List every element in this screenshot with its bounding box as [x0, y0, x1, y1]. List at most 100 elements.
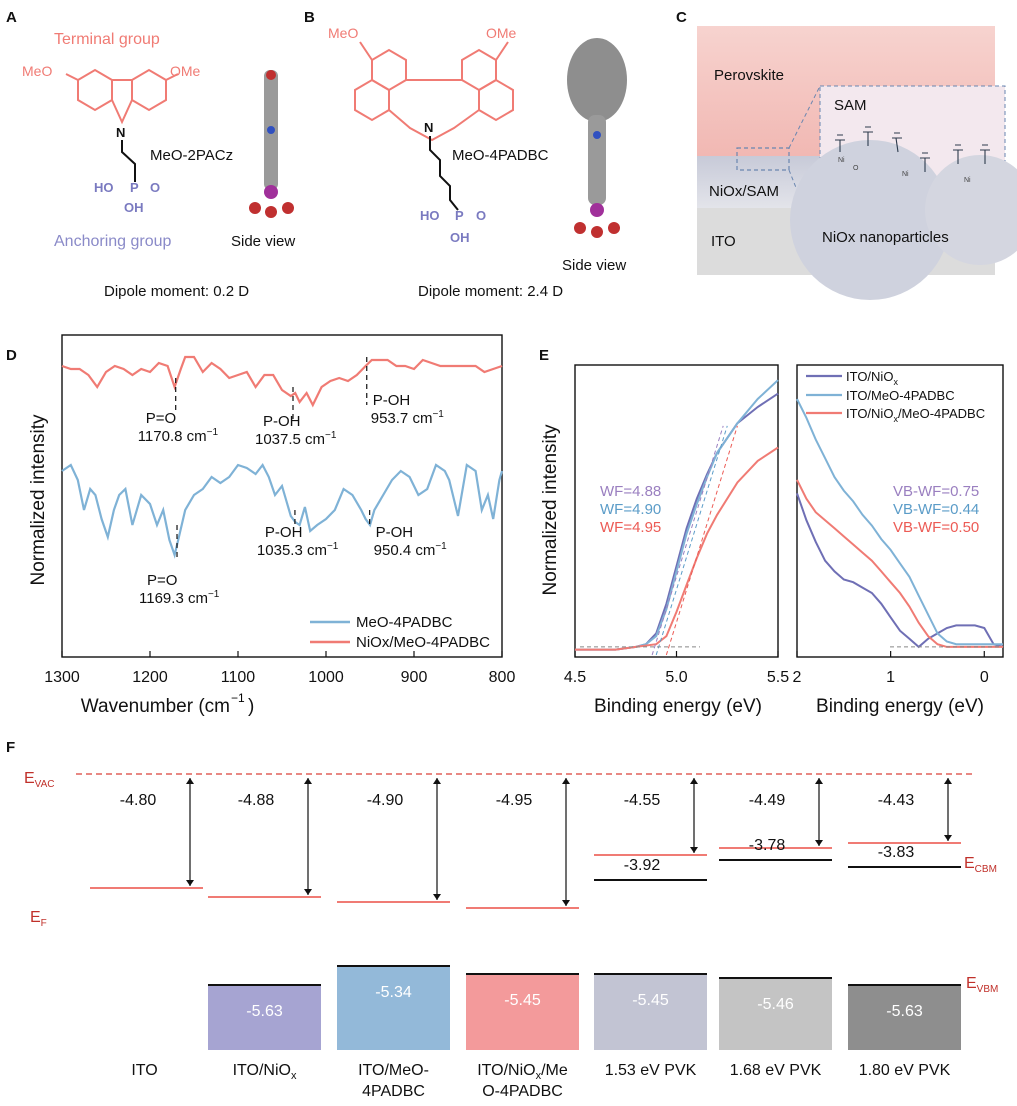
vbm-block — [337, 966, 450, 1050]
d-series-line-1 — [61, 462, 504, 559]
meo-left-label: MeO — [22, 63, 52, 79]
cbm-value: -3.92 — [624, 857, 661, 874]
d-peak-bond: P=O — [146, 410, 176, 427]
o-label-1: O — [853, 165, 859, 172]
e-right-series-0 — [796, 492, 1004, 649]
d-peak-value: 950.4 cm−1 — [374, 541, 448, 559]
d-xtick-label: 900 — [401, 669, 428, 686]
d-legend-nio: NiOx/MeO-4PADBC — [356, 634, 490, 651]
oh-label-b: OH — [450, 230, 470, 245]
ecbm-label: ECBM — [964, 855, 997, 875]
terminal-group-label: Terminal group — [54, 31, 160, 48]
panel-c-label: C — [676, 9, 687, 26]
arrow-head — [944, 778, 952, 784]
dipole-moment-b: Dipole moment: 2.4 D — [418, 283, 563, 300]
side-view-label-b: Side view — [562, 257, 626, 274]
panel-a-label: A — [6, 9, 17, 26]
nio-sam-label: NiOx/SAM — [709, 183, 779, 200]
vbm-value: -5.34 — [375, 984, 412, 1001]
vbm-block — [466, 974, 579, 1050]
arrow-head — [690, 847, 698, 853]
e-right-tick-label: 2 — [793, 669, 802, 686]
wf-label-3: WF=4.95 — [600, 519, 661, 536]
e-right-frame — [796, 364, 1004, 658]
d-xlabel-sup: −1 — [231, 691, 245, 705]
side-view-model-b — [567, 38, 627, 238]
phosphorus-label-a: P — [130, 180, 139, 195]
e-left-series-2 — [575, 446, 779, 651]
evbm-label: EVBM — [966, 975, 998, 995]
e-left-tick-label: 5.5 — [767, 669, 789, 686]
vbm-value: -5.45 — [504, 992, 541, 1009]
meo-4padbc-name: MeO-4PADBC — [452, 147, 549, 164]
ito-label: ITO — [711, 233, 736, 250]
ni-label-1: Ni — [838, 157, 845, 164]
category-label: ITO/NiOx/Me — [477, 1062, 568, 1082]
arrow-head — [815, 840, 823, 846]
meo-left-label-b: MeO — [328, 25, 358, 41]
butyl-chain — [429, 136, 459, 211]
vbwf-label-2: VB-WF=0.44 — [893, 501, 979, 518]
d-xlabel-close: ) — [248, 696, 254, 717]
vbm-value: -5.45 — [632, 992, 669, 1009]
e-ylabel: Normalized intensity — [540, 424, 561, 596]
zoom-region — [736, 147, 790, 171]
oxygen-label-a: O — [150, 180, 160, 195]
ef-value: -4.90 — [367, 792, 404, 809]
vbm-block — [719, 978, 832, 1050]
d-axes-frame — [61, 334, 503, 658]
d-xtick-label: 1100 — [221, 669, 256, 686]
cbm-value: -3.78 — [749, 837, 786, 854]
ni-label-3: Ni — [964, 177, 971, 184]
e-right-plot-area — [796, 398, 1004, 649]
d-xtick-label: 800 — [489, 669, 516, 686]
arrow-head — [815, 778, 823, 784]
e-right-xlabel: Binding energy (eV) — [816, 696, 984, 717]
ho-label-b: HO — [420, 208, 440, 223]
d-series-line-0 — [61, 355, 503, 408]
e-left-fit-line — [651, 425, 724, 656]
e-left-x-ticks: 4.5 5.0 5.5 — [564, 651, 789, 686]
d-ylabel: Normalized intensity — [28, 414, 49, 586]
ome-right-label: OMe — [170, 63, 201, 79]
e-left-tick-label: 5.0 — [665, 669, 687, 686]
arrow-head — [304, 889, 312, 895]
category-label: ITO/MeO- — [358, 1062, 429, 1079]
d-xtick-label: 1200 — [132, 669, 168, 686]
d-peak-value: 1169.3 cm−1 — [139, 589, 220, 607]
e-legend-nio-meo: ITO/NiOx/MeO-4PADBC — [846, 406, 985, 424]
d-legend: MeO-4PADBC NiOx/MeO-4PADBC — [310, 614, 490, 651]
side-view-label-a: Side view — [231, 233, 295, 250]
ef-value: -4.88 — [238, 792, 275, 809]
category-label: ITO — [131, 1062, 157, 1079]
d-peak-bond: P-OH — [373, 392, 411, 409]
ef-value: -4.43 — [878, 792, 915, 809]
anchoring-group-label: Anchoring group — [54, 233, 172, 250]
category-label-line2: 4PADBC — [362, 1083, 425, 1100]
side-view-model-a — [249, 70, 294, 218]
ni-label-2: Ni — [902, 171, 909, 178]
e-right-tick-label: 1 — [886, 669, 895, 686]
panel-e-label: E — [539, 347, 549, 364]
d-xtick-label: 1300 — [44, 669, 80, 686]
phosphorus-label-b: P — [455, 208, 464, 223]
ef-value: -4.55 — [624, 792, 661, 809]
meo-2pacz-name: MeO-2PACz — [150, 147, 233, 164]
e-legend-nio: ITO/NiOx — [846, 369, 898, 387]
arrow-head — [562, 778, 570, 784]
perovskite-label: Perovskite — [714, 67, 784, 84]
ome-right-label-b: OMe — [486, 25, 517, 41]
vbwf-label-3: VB-WF=0.50 — [893, 519, 979, 536]
d-peak-bond: P-OH — [376, 524, 414, 541]
nitrogen-label: N — [116, 125, 125, 140]
e-wf-labels: WF=4.88 WF=4.90 WF=4.95 — [600, 483, 661, 536]
wf-label-2: WF=4.90 — [600, 501, 661, 518]
panel-f-label: F — [6, 739, 15, 756]
vbm-block — [594, 974, 707, 1050]
e-right-series-1 — [796, 398, 1003, 646]
category-label: 1.53 eV PVK — [605, 1062, 697, 1079]
d-plot-area — [61, 355, 504, 559]
e-right-tick-label: 0 — [980, 669, 989, 686]
nitrogen-label-b: N — [424, 120, 433, 135]
